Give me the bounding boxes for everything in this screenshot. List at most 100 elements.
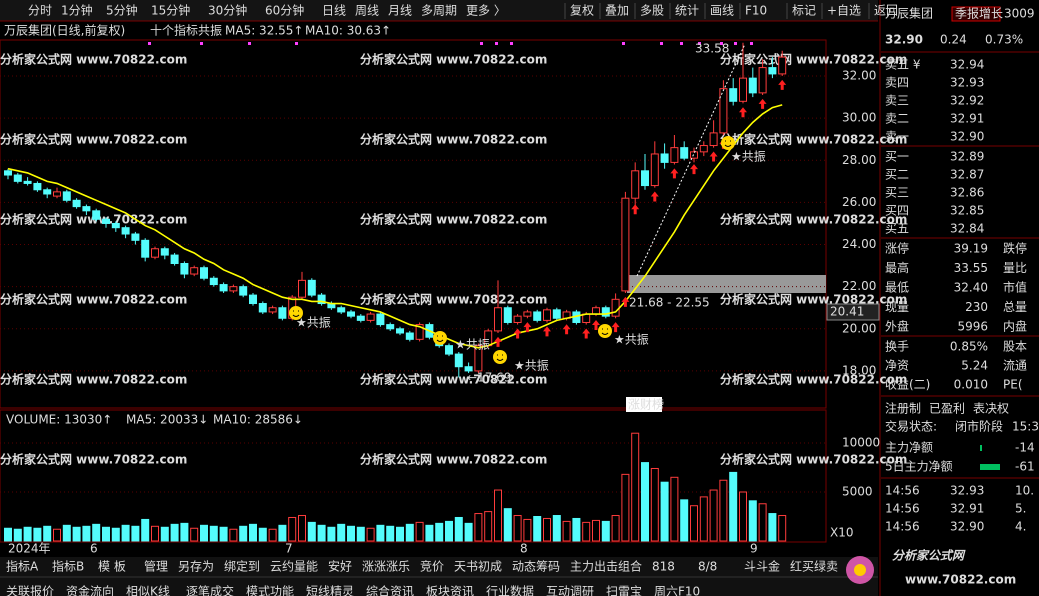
toolbar-button[interactable]: 统计	[675, 4, 699, 18]
volume-bar	[337, 523, 346, 542]
info-tab[interactable]: 模式功能	[246, 585, 294, 596]
tick-price: 32.90	[950, 520, 984, 534]
indicator-tab[interactable]: 斗斗金	[744, 559, 780, 574]
candle-body	[768, 67, 777, 75]
x-axis-label: 2024年	[8, 542, 51, 556]
info-tab[interactable]: 资金流向	[66, 584, 114, 596]
period-tab[interactable]: 15分钟	[151, 3, 190, 18]
volume-bar	[13, 528, 22, 542]
smiley	[598, 324, 612, 338]
candle-body	[209, 277, 218, 286]
period-tab[interactable]: 5分钟	[106, 3, 138, 18]
toolbar-button[interactable]: 返回	[874, 4, 898, 18]
x-axis-label: 8	[520, 542, 528, 556]
signal-arrow	[523, 322, 532, 333]
indicator-tab[interactable]: 管理	[144, 559, 168, 574]
volume-bar	[445, 520, 453, 542]
volume-bar	[43, 525, 52, 542]
volume-bar	[268, 528, 277, 542]
toolbar-button[interactable]: +自选	[827, 4, 861, 18]
stat-value: 32.40	[954, 281, 988, 295]
indicator-tab[interactable]: 云约量能	[270, 559, 318, 574]
info-tab[interactable]: 综合资讯	[366, 584, 414, 596]
toolbar-button[interactable]: 标记	[792, 4, 816, 18]
candle-body	[111, 222, 120, 229]
indicator-tab[interactable]: 红买绿卖	[790, 559, 838, 574]
period-tab[interactable]: 60分钟	[265, 3, 304, 18]
watermark: 分析家公式网 www.70822.com	[720, 452, 907, 467]
indicator-tab[interactable]: 指标A	[6, 559, 39, 574]
stock-tag: 季报增长	[955, 6, 1003, 21]
smiley-face	[436, 335, 444, 342]
signal-dot	[148, 42, 151, 45]
info-tab[interactable]: 逐笔成交	[186, 584, 234, 596]
info-tab[interactable]: 互动调研	[546, 585, 594, 596]
toolbar-button[interactable]: 画线	[710, 4, 734, 18]
volume-bar	[131, 525, 140, 542]
indicator-tab[interactable]: 绑定到	[224, 559, 260, 574]
grid	[0, 3, 1039, 493]
tick-time: 14:56	[885, 502, 920, 516]
info-tab[interactable]: 板块资讯	[426, 585, 474, 596]
range-box	[627, 275, 826, 293]
stock-tag: 注册制	[885, 401, 921, 416]
stat-label: 流通	[1003, 359, 1027, 373]
period-tab[interactable]: 月线	[388, 4, 412, 18]
info-tab[interactable]: 相似K线	[126, 585, 170, 596]
info-tab[interactable]: 关联报价	[6, 584, 54, 596]
info-tab[interactable]: 短线精灵	[306, 585, 354, 596]
volume-bar	[484, 511, 493, 542]
indicator-tab[interactable]: 竞价	[420, 560, 444, 574]
indicator-tab[interactable]: 8/8	[698, 560, 717, 574]
indicator-tab[interactable]: 另存为	[178, 560, 214, 574]
volume-ma10: MA10: 28586↓	[213, 413, 303, 427]
candle-body	[102, 218, 110, 224]
period-tab[interactable]: 周线	[355, 4, 379, 18]
info-tab[interactable]: 周六F10	[654, 585, 700, 596]
toolbar-button[interactable]: 多股	[640, 4, 664, 18]
stat-label: 涨停	[885, 241, 909, 256]
candle-body	[239, 286, 248, 296]
info-tab[interactable]: 行业数据	[486, 584, 534, 596]
indicator-tab[interactable]: 818	[652, 560, 675, 574]
indicator-tab[interactable]: 主力出击组合	[570, 559, 642, 574]
candle-body	[356, 315, 365, 321]
indicator-tab[interactable]: 模 板	[98, 560, 126, 574]
toolbar-button[interactable]: 复权	[570, 4, 594, 18]
period-tab[interactable]: 更多 〉	[466, 4, 506, 18]
indicator-tab[interactable]: 天书初成	[454, 560, 502, 574]
volume-bar	[160, 526, 169, 542]
indicator-tab[interactable]: 指标B	[52, 559, 84, 574]
volume-bar	[415, 521, 424, 542]
indicator-tab[interactable]: 动态筹码	[512, 560, 560, 574]
period-tab[interactable]: 日线	[322, 4, 346, 18]
info-tab[interactable]: 扫雷宝	[606, 585, 642, 596]
watermark: 分析家公式网 www.70822.com	[360, 292, 547, 307]
signal-dot	[295, 42, 298, 45]
y-tick-label: 32.00	[842, 69, 876, 83]
period-tab[interactable]: 分时	[28, 4, 52, 18]
candle-body	[415, 324, 424, 340]
flow-label: 5日主力净额	[885, 460, 953, 474]
candle-body	[699, 145, 708, 153]
y-tick-label: 20.00	[842, 321, 876, 335]
signal-dot	[622, 42, 625, 45]
indicator-tab[interactable]: 涨涨涨乐	[362, 559, 410, 574]
y-tick-label: 5000	[842, 485, 873, 499]
period-tab[interactable]: 多周期	[421, 4, 457, 18]
period-tab[interactable]: 30分钟	[208, 3, 247, 18]
smiley	[289, 306, 303, 320]
toolbar-button[interactable]: F10	[745, 4, 767, 18]
candle-body	[180, 262, 189, 275]
volume-panel	[0, 409, 827, 543]
stat-label: 市值	[1003, 280, 1027, 295]
candle-body	[160, 248, 169, 256]
indicator-tab[interactable]: 安好	[328, 559, 352, 574]
period-tab[interactable]: 1分钟	[61, 3, 93, 18]
signal-label: ★共振	[514, 359, 549, 373]
watermark: 分析家公式网 www.70822.com	[360, 372, 547, 387]
x-axis-label: 7	[285, 542, 293, 556]
stat-value: 33.55	[954, 261, 988, 275]
toolbar-button[interactable]: 叠加	[605, 4, 629, 18]
signal-label: ★共振	[296, 316, 331, 330]
